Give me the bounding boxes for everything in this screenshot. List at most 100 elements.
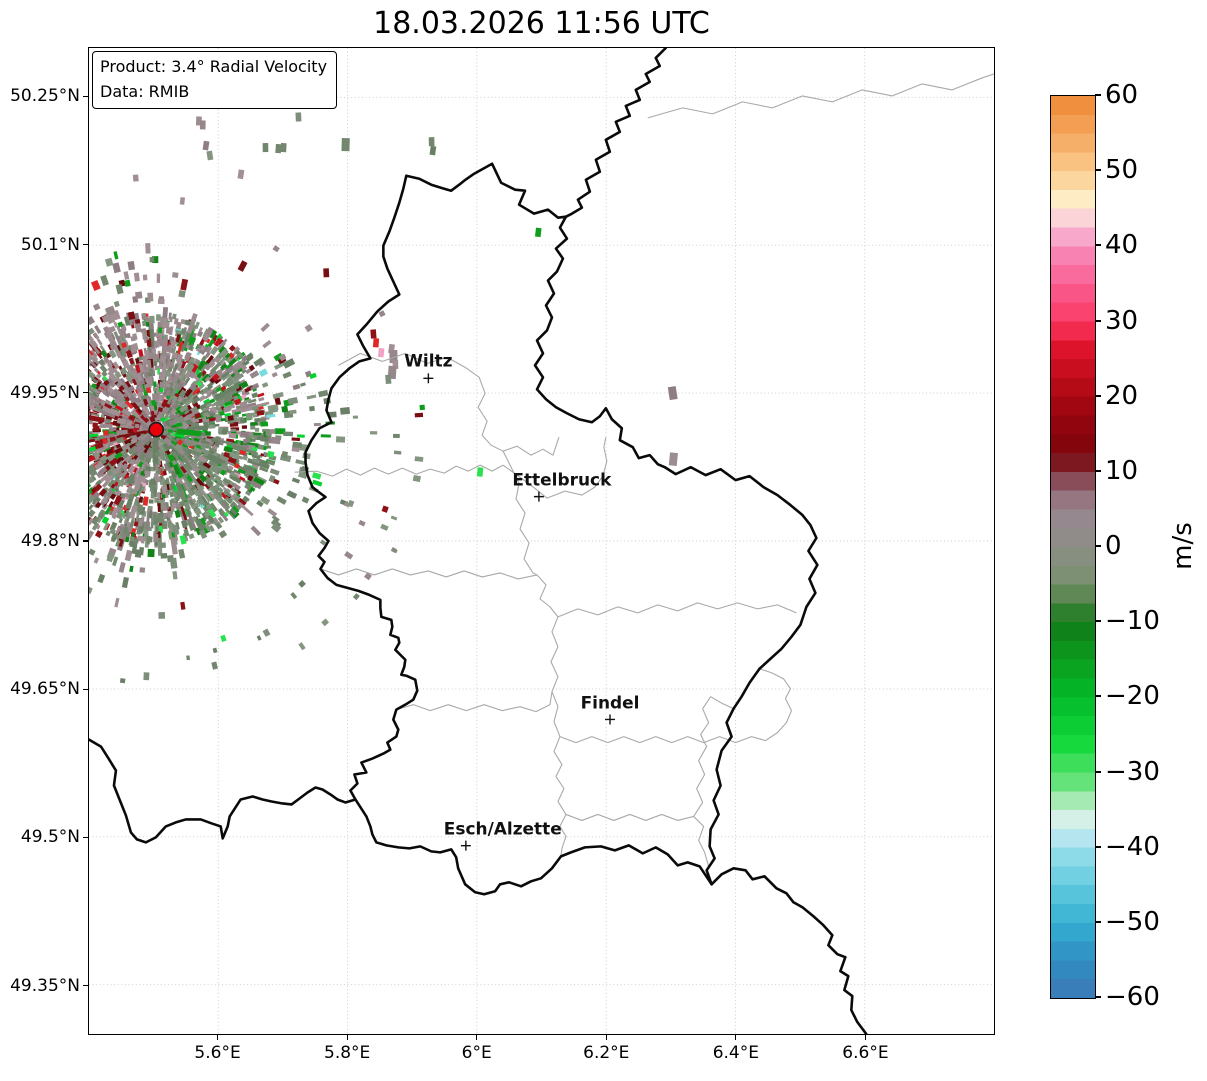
colorbar-tickmark bbox=[1095, 169, 1101, 172]
x-axis-tick-label: 6.6°E bbox=[842, 1043, 889, 1063]
x-axis-tick-label: 5.8°E bbox=[324, 1043, 371, 1063]
x-axis-tickmark bbox=[605, 1035, 607, 1040]
product-info-box: Product: 3.4° Radial Velocity Data: RMIB bbox=[92, 51, 338, 109]
map-svg: Wiltz Ettelbruck Findel Esch/Alzette bbox=[89, 48, 994, 1034]
gridlines bbox=[89, 48, 994, 1034]
radar-echo bbox=[341, 138, 350, 152]
colorbar-tickmark bbox=[1095, 695, 1101, 698]
product-line: Product: 3.4° Radial Velocity bbox=[100, 57, 328, 76]
y-axis-tick-label: 49.35°N bbox=[10, 975, 80, 996]
colorbar-tickmark bbox=[1095, 845, 1101, 848]
radar-echo bbox=[280, 142, 287, 153]
radar-echo bbox=[275, 143, 282, 154]
colorbar-tick-label: 0 bbox=[1105, 531, 1122, 561]
city-label: Wiltz bbox=[404, 350, 452, 370]
radar-echo bbox=[385, 374, 392, 384]
x-axis-tick-label: 6.2°E bbox=[583, 1043, 630, 1063]
colorbar-tick-label: 10 bbox=[1105, 455, 1139, 486]
radar-echo bbox=[323, 268, 330, 278]
colorbar-tick-label: 50 bbox=[1105, 155, 1139, 186]
y-axis-tick-label: 49.95°N bbox=[10, 382, 80, 403]
district-border bbox=[502, 437, 608, 499]
x-axis-tickmark bbox=[864, 1035, 867, 1040]
colorbar-gradient bbox=[1051, 96, 1095, 998]
city-label: Ettelbruck bbox=[512, 470, 612, 490]
district-border bbox=[553, 736, 567, 857]
y-axis-tick-label: 50.25°N bbox=[10, 86, 80, 107]
colorbar-tickmark bbox=[1095, 620, 1101, 623]
city-label: Findel bbox=[581, 692, 640, 712]
colorbar-tick-label: −30 bbox=[1105, 756, 1160, 787]
colorbar-tick-label: −60 bbox=[1105, 982, 1160, 1012]
city-marker bbox=[460, 840, 471, 851]
radar-echo bbox=[202, 140, 210, 151]
radar-echo bbox=[262, 143, 269, 153]
radar-site-marker bbox=[148, 421, 165, 438]
colorbar-tick-label: 30 bbox=[1105, 305, 1139, 336]
radar-echo bbox=[372, 338, 380, 348]
x-axis-tickmark bbox=[476, 1035, 478, 1040]
colorbar-tickmark bbox=[1095, 770, 1101, 773]
france-germany-border bbox=[710, 867, 868, 1034]
colorbar-unit-label: m/s bbox=[1168, 522, 1198, 570]
radar-echo bbox=[429, 145, 437, 156]
colorbar-tickmark bbox=[1095, 244, 1101, 247]
radar-echo bbox=[295, 112, 302, 122]
colorbar-tick-label: 60 bbox=[1105, 80, 1139, 110]
x-axis-tick-label: 6.4°E bbox=[712, 1043, 759, 1063]
radar-echo bbox=[237, 169, 245, 180]
colorbar-tick-label: 40 bbox=[1105, 230, 1139, 261]
colorbar-tickmark bbox=[1095, 545, 1101, 547]
colorbar-tick-label: 20 bbox=[1105, 380, 1139, 411]
y-axis-tick-label: 49.65°N bbox=[10, 679, 80, 700]
radar-echo bbox=[667, 386, 678, 401]
district-border bbox=[693, 696, 734, 817]
y-axis-tick-label: 49.5°N bbox=[20, 827, 80, 848]
city-marker bbox=[533, 491, 544, 502]
city-label: Esch/Alzette bbox=[444, 819, 562, 839]
colorbar-tick-label: −10 bbox=[1105, 606, 1160, 637]
colorbar-tick-label: −50 bbox=[1105, 906, 1160, 937]
district-border bbox=[502, 450, 538, 576]
colorbar-tickmark bbox=[1095, 996, 1101, 998]
district-border bbox=[338, 352, 560, 456]
x-axis-tick-label: 5.6°E bbox=[194, 1043, 241, 1063]
x-axis-tick-label: 6°E bbox=[461, 1043, 492, 1063]
colorbar-tickmark bbox=[1095, 319, 1101, 322]
colorbar-tick-label: −20 bbox=[1105, 681, 1160, 712]
district-border bbox=[647, 73, 994, 119]
x-axis-tickmark bbox=[735, 1035, 737, 1040]
map-plot-area: Wiltz Ettelbruck Findel Esch/Alzette Produc… bbox=[88, 47, 995, 1035]
luxembourg-border bbox=[304, 162, 819, 896]
radar-echo bbox=[377, 347, 385, 358]
radar-echo-field bbox=[89, 112, 678, 684]
y-axis-tick-label: 49.8°N bbox=[20, 531, 80, 551]
y-axis-tick-label: 50.1°N bbox=[20, 234, 80, 255]
radar-echo bbox=[389, 350, 398, 364]
country-borders bbox=[89, 48, 868, 1034]
belgium-germany-border bbox=[564, 48, 668, 218]
france-belgium-border bbox=[89, 738, 357, 844]
x-axis-tickmark bbox=[216, 1035, 219, 1040]
radar-echo bbox=[476, 467, 484, 477]
district-border bbox=[294, 464, 504, 477]
district-borders bbox=[294, 73, 994, 871]
city-marker bbox=[423, 373, 434, 384]
radar-echo bbox=[534, 227, 542, 238]
colorbar-tickmark bbox=[1095, 469, 1101, 472]
district-border bbox=[559, 668, 792, 744]
plot-title: 18.03.2026 11:56 UTC bbox=[373, 6, 710, 41]
x-axis-tickmark bbox=[346, 1035, 348, 1040]
colorbar-tick-label: −40 bbox=[1105, 831, 1160, 862]
radar-echo bbox=[206, 150, 214, 161]
city-marker bbox=[605, 714, 616, 725]
colorbar-tickmark bbox=[1095, 94, 1101, 96]
district-border bbox=[320, 568, 797, 618]
radar-echo bbox=[199, 120, 206, 130]
colorbar-tickmark bbox=[1095, 920, 1101, 923]
data-source-line: Data: RMIB bbox=[100, 82, 190, 101]
radar-echo bbox=[668, 452, 678, 466]
colorbar bbox=[1050, 95, 1096, 999]
colorbar-tickmark bbox=[1095, 394, 1101, 397]
